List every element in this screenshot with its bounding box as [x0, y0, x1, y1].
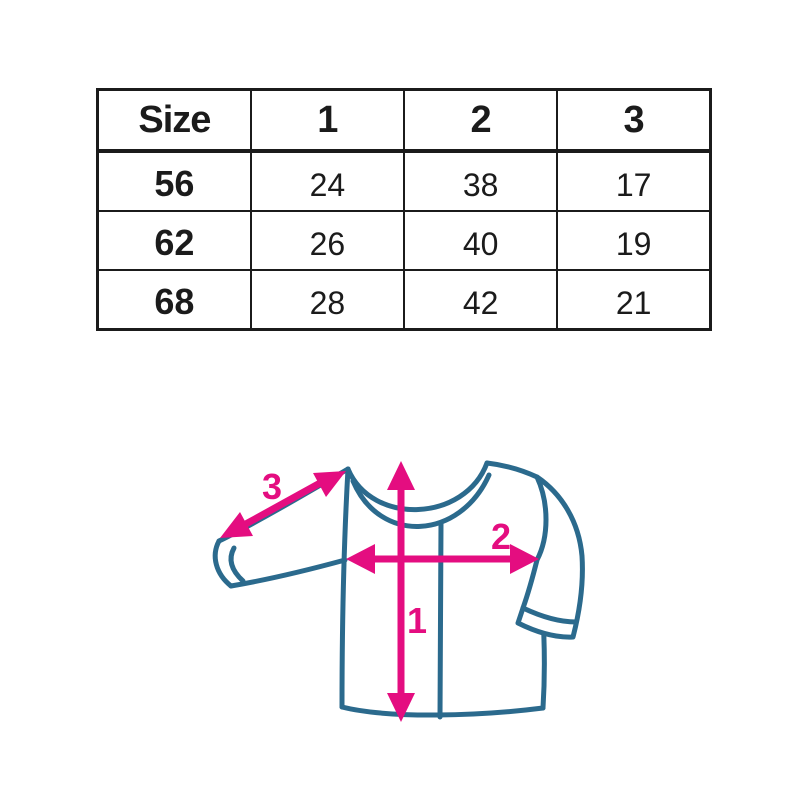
value-cell: 26 — [249, 210, 406, 271]
shirt-neckline-outer — [350, 472, 492, 529]
arrow-3-shaft — [242, 478, 324, 529]
shirt-placket-line — [437, 520, 444, 720]
value-cell: 17 — [556, 150, 712, 212]
value-cell: 42 — [402, 269, 559, 331]
shirt-body-left-edge — [339, 466, 351, 710]
label-measure-1: 1 — [407, 600, 427, 641]
table-row: 62 26 40 19 — [96, 210, 712, 271]
arrow-2-head-right — [510, 544, 539, 574]
size-table: Size 1 2 3 56 24 38 17 62 26 40 19 68 28… — [96, 88, 712, 331]
shirt-hem — [339, 704, 546, 718]
value-cell: 21 — [556, 269, 712, 331]
value-cell: 28 — [249, 269, 406, 331]
right-sleeve-outline — [515, 474, 585, 640]
right-sleeve-cuff-band-line — [520, 605, 579, 625]
header-cell-2: 2 — [402, 88, 559, 153]
arrow-2-head-left — [346, 544, 375, 574]
shirt-neckline-inner — [345, 460, 490, 513]
left-sleeve-cuff-outer — [212, 538, 234, 589]
shirt-right-shoulder-seam — [484, 460, 540, 480]
measurement-arrows — [220, 461, 539, 722]
arrow-1-head-down — [387, 693, 415, 722]
table-row: 56 24 38 17 — [96, 150, 712, 212]
table-row: 68 28 42 21 — [96, 269, 712, 331]
value-cell: 19 — [556, 210, 712, 271]
value-cell: 24 — [249, 150, 406, 212]
label-measure-3: 3 — [262, 466, 282, 507]
arrow-1-head-up — [387, 461, 415, 490]
label-measure-2: 2 — [491, 516, 511, 557]
left-sleeve-cuff-band-line — [228, 545, 246, 584]
left-sleeve-bottom-edge — [228, 557, 348, 589]
table-header-row: Size 1 2 3 — [96, 88, 712, 153]
header-cell-size: Size — [96, 88, 252, 153]
arrow-3-head-upper — [313, 471, 346, 497]
arrow-3-head-lower — [220, 512, 253, 538]
shirt-outline — [212, 460, 585, 720]
size-cell: 56 — [96, 150, 252, 212]
size-cell: 62 — [96, 210, 252, 271]
value-cell: 40 — [402, 210, 559, 271]
shirt-measurement-diagram: 1 2 3 — [212, 460, 585, 722]
value-cell: 38 — [402, 150, 559, 212]
size-cell: 68 — [96, 269, 252, 331]
header-cell-3: 3 — [556, 88, 712, 153]
header-cell-1: 1 — [249, 88, 406, 153]
arrow-labels: 1 2 3 — [262, 466, 511, 641]
